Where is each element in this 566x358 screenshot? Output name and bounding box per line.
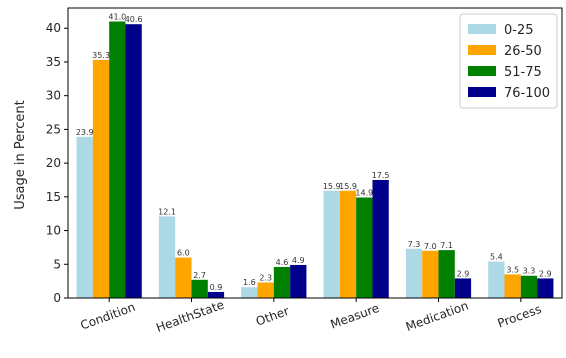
- data-label: 17.5: [372, 171, 390, 180]
- y-tick-label: 40: [46, 21, 61, 35]
- data-label: 3.5: [506, 265, 519, 274]
- data-label: 7.3: [408, 240, 421, 249]
- bar-condition-26-50: [92, 59, 110, 299]
- data-label: 35.3: [92, 51, 110, 60]
- data-label: 4.9: [292, 256, 305, 265]
- data-label: 7.1: [440, 241, 453, 250]
- data-label: 2.3: [259, 273, 272, 282]
- x-tick-label-process: Process: [496, 302, 544, 331]
- legend-swatch: [468, 45, 496, 55]
- data-label: 1.6: [243, 278, 256, 287]
- legend-swatch: [468, 24, 496, 34]
- y-tick-label: 0: [53, 291, 61, 305]
- bar-healthstate-0-25: [158, 216, 176, 298]
- y-tick-label: 15: [46, 190, 61, 204]
- bar-other-26-50: [257, 282, 274, 298]
- bar-healthstate-26-50: [175, 257, 192, 298]
- bar-medication-51-75: [438, 250, 455, 298]
- bar-medication-0-25: [405, 248, 423, 298]
- bar-other-51-75: [273, 266, 291, 298]
- data-label: 2.9: [457, 269, 470, 278]
- bar-condition-51-75: [109, 21, 126, 299]
- x-tick-label-healthstate: HealthState: [154, 297, 226, 334]
- data-label: 15.9: [323, 182, 341, 191]
- bar-process-76-100: [537, 278, 554, 298]
- bar-healthstate-51-75: [191, 279, 208, 298]
- y-tick-label: 5: [53, 257, 61, 271]
- data-labels-layer: 23.9 35.3 41.040.6 12.1 6.0 2.7 0.9 1.62.3 4.6 4.…: [76, 12, 552, 291]
- bar-process-0-25: [488, 261, 505, 298]
- y-axis-title: Usage in Percent: [13, 100, 28, 210]
- bar-medication-26-50: [422, 250, 439, 298]
- bars-layer: [76, 21, 554, 299]
- legend-entry: 51-75: [504, 65, 542, 80]
- data-label: 0.9: [210, 283, 223, 292]
- bar-healthstate-76-100: [207, 291, 225, 298]
- bar-process-26-50: [504, 274, 521, 298]
- legend-entry: 0-25: [504, 23, 534, 38]
- data-label: 5.4: [490, 253, 503, 262]
- legend-swatch: [468, 66, 496, 76]
- data-label: 12.1: [158, 207, 176, 216]
- bar-medication-76-100: [454, 278, 472, 298]
- y-tick-label: 25: [46, 122, 61, 136]
- data-label: 2.9: [539, 269, 552, 278]
- bar-condition-76-100: [125, 24, 142, 298]
- legend-swatch: [468, 87, 496, 97]
- x-tick-label-other: Other: [254, 304, 291, 329]
- legend-entry: 76-100: [504, 86, 550, 101]
- data-label: 6.0: [177, 249, 190, 258]
- bar-process-51-75: [520, 275, 538, 298]
- y-tick-label: 10: [46, 224, 61, 238]
- x-tick-label-measure: Measure: [328, 301, 381, 332]
- bar-measure-26-50: [339, 190, 357, 298]
- data-label: 4.6: [276, 258, 289, 267]
- data-label: 15.9: [339, 182, 357, 191]
- bar-other-0-25: [241, 287, 258, 298]
- data-label: 40.6: [125, 15, 143, 24]
- data-label: 14.9: [355, 189, 373, 198]
- legend-box: [459, 13, 558, 109]
- data-label: 23.9: [76, 128, 94, 137]
- plot-frame: [67, 7, 563, 299]
- data-label: 41.0: [108, 12, 126, 21]
- data-label: 7.0: [424, 242, 437, 251]
- legend-entry: 26-50: [504, 44, 542, 59]
- legend: 0-25 26-50 51-75 76-100: [459, 13, 558, 109]
- y-tick-label: 35: [46, 55, 61, 69]
- y-tick-label: 20: [46, 156, 61, 170]
- y-tick-label: 30: [46, 89, 61, 103]
- bar-other-76-100: [290, 264, 307, 298]
- bar-condition-0-25: [76, 136, 93, 298]
- bar-measure-0-25: [323, 190, 340, 298]
- data-label: 3.3: [523, 267, 536, 276]
- data-label: 2.7: [193, 271, 206, 280]
- bar-measure-76-100: [372, 179, 389, 298]
- x-tick-label-condition: Condition: [78, 300, 137, 333]
- x-tick-label-medication: Medication: [404, 298, 470, 334]
- bar-measure-51-75: [356, 197, 373, 298]
